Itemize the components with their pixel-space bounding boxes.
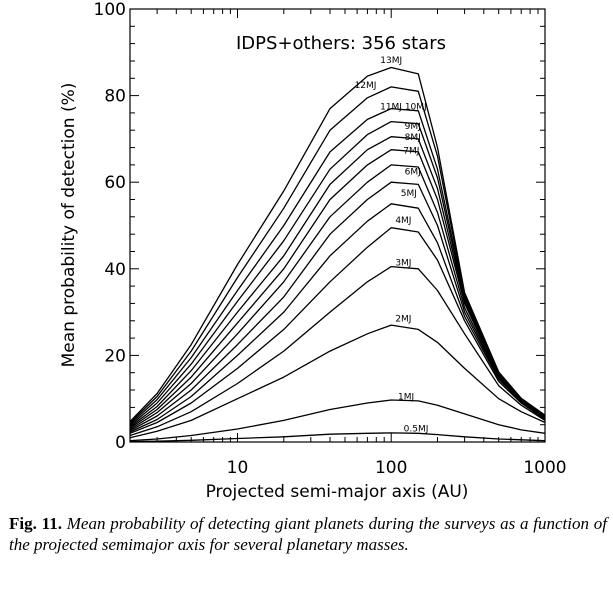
curve-label: 0.5MJ (404, 425, 429, 435)
curve-label: 4MJ (395, 216, 411, 226)
curve-label: 7MJ (403, 147, 419, 157)
caption-text: Mean probability of detecting giant plan… (9, 514, 608, 554)
curve-label: 6MJ (405, 167, 421, 177)
series-line-5MJ (129, 203, 546, 433)
plot-frame (129, 8, 546, 443)
y-tick-labels: 0 20 40 60 80 100 (94, 0, 126, 453)
series-line-2MJ (129, 324, 546, 439)
figure-caption: Fig. 11. Mean probability of detecting g… (9, 513, 607, 555)
curve-label: 9MJ (405, 122, 421, 132)
curve-label: 3MJ (395, 258, 411, 268)
series-line-4MJ (129, 227, 546, 434)
curve-label: 12MJ (355, 81, 377, 91)
x-tick-label: 1000 (523, 458, 566, 478)
curve-label: 13MJ (380, 56, 402, 66)
y-tick-label: 80 (104, 87, 126, 107)
axis-ticks (129, 8, 546, 443)
series-line-10MJ (129, 120, 546, 427)
curve-label: 1MJ (398, 393, 414, 403)
series-line-8MJ (129, 149, 546, 429)
series-line-12MJ (129, 86, 546, 424)
series-lines (129, 66, 546, 443)
y-tick-label: 60 (104, 173, 126, 193)
series-line-1MJ (129, 399, 546, 442)
x-axis-title: Projected semi-major axis (AU) (206, 482, 469, 502)
x-tick-label: 100 (375, 458, 407, 478)
series-line-3MJ (129, 265, 546, 437)
y-axis-title: Mean probability of detection (%) (59, 83, 79, 368)
curve-label: 2MJ (395, 315, 411, 325)
x-tick-labels: 10 100 1000 (227, 458, 567, 478)
caption-number: Fig. 11. (9, 514, 62, 533)
curve-label: 5MJ (401, 189, 417, 199)
series-line-13MJ (129, 66, 546, 423)
curve-label: 11MJ 10MJ (380, 103, 427, 113)
x-tick-label: 10 (227, 458, 249, 478)
y-tick-label: 100 (94, 0, 126, 20)
y-tick-label: 40 (104, 260, 126, 280)
y-tick-label: 20 (104, 346, 126, 366)
chart-annotation: IDPS+others: 356 stars (236, 33, 446, 54)
curve-label: 8MJ (405, 133, 421, 143)
y-tick-label: 0 (115, 433, 126, 453)
series-line-0.5MJ (129, 432, 546, 443)
